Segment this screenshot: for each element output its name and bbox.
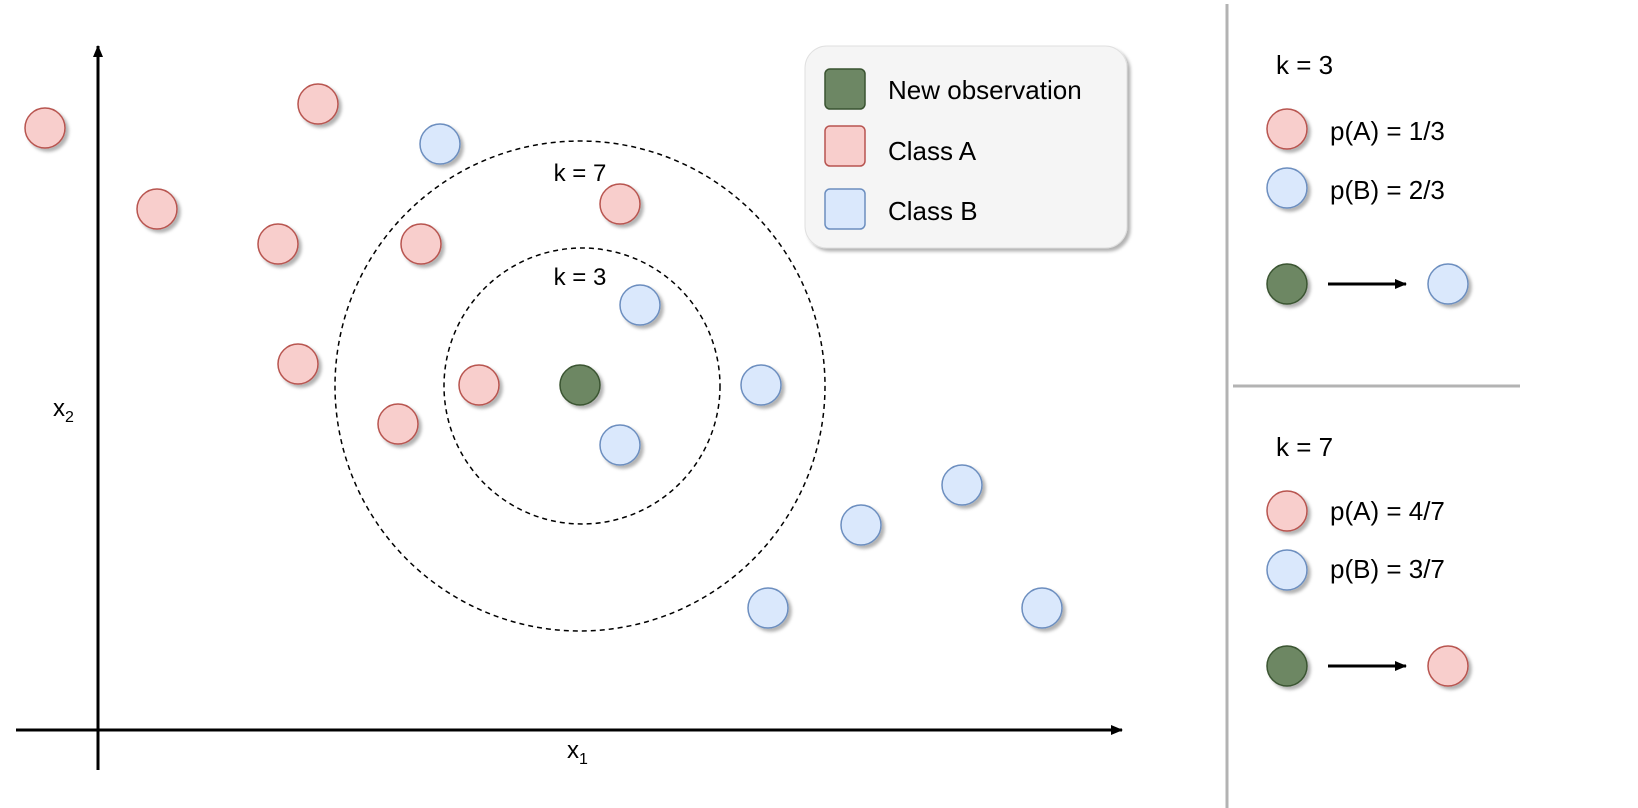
- ring-k3: [443, 247, 721, 525]
- y-axis-label: x2: [53, 395, 74, 426]
- legend-swatch-class-a: [824, 125, 866, 167]
- panel-k3-new-dot: [1266, 263, 1308, 305]
- class-b-point: [1021, 587, 1063, 629]
- panel-k3-prob-a: p(A) = 1/3: [1330, 116, 1445, 146]
- class-b-point: [747, 587, 789, 629]
- panel-k3-class-b-dot: [1266, 167, 1308, 209]
- class-b-point: [941, 464, 983, 506]
- axes: x1 x2: [16, 45, 1123, 770]
- panel-k3-result-dot: [1427, 263, 1469, 305]
- class-a-point: [400, 223, 442, 265]
- ring-k3-label: k = 3: [554, 264, 607, 291]
- panel-k3-prob-b: p(B) = 2/3: [1330, 175, 1445, 205]
- legend-box: [804, 45, 1128, 249]
- panel-k7-result-dot: [1427, 645, 1469, 687]
- panel-k7-prob-b: p(B) = 3/7: [1330, 554, 1445, 584]
- legend-label-class-b: Class B: [888, 196, 978, 226]
- class-a-point: [297, 83, 339, 125]
- panel-k7-prob-a: p(A) = 4/7: [1330, 496, 1445, 526]
- panel-k7-class-a-dot: [1266, 490, 1308, 532]
- class-b-point: [740, 364, 782, 406]
- ring-k7: [334, 140, 826, 632]
- panel-k3-title: k = 3: [1276, 50, 1333, 80]
- panel-k7: k = 7 p(A) = 4/7 p(B) = 3/7: [1266, 432, 1469, 687]
- data-points: [24, 83, 1063, 629]
- class-a-point: [24, 107, 66, 149]
- class-a-point: [377, 403, 419, 445]
- x-axis-label: x1: [567, 737, 588, 768]
- new-observation-point: [559, 364, 601, 406]
- class-b-point: [419, 123, 461, 165]
- class-a-point: [599, 183, 641, 225]
- panel-k3-class-a-dot: [1266, 108, 1308, 150]
- legend-swatch-new: [824, 68, 866, 110]
- panel-k3: k = 3 p(A) = 1/3 p(B) = 2/3: [1266, 50, 1469, 305]
- class-a-point: [257, 223, 299, 265]
- class-b-point: [840, 504, 882, 546]
- class-a-point: [136, 188, 178, 230]
- legend: New observation Class A Class B: [804, 45, 1128, 249]
- class-b-point: [619, 284, 661, 326]
- panel-k7-new-dot: [1266, 645, 1308, 687]
- panel-k7-class-b-dot: [1266, 549, 1308, 591]
- legend-label-new: New observation: [888, 75, 1082, 105]
- neighborhood-rings: k = 7 k = 3: [334, 140, 826, 632]
- class-b-point: [599, 424, 641, 466]
- legend-swatch-class-b: [824, 188, 866, 230]
- class-a-point: [277, 343, 319, 385]
- legend-label-class-a: Class A: [888, 136, 977, 166]
- class-a-point: [458, 364, 500, 406]
- panel-k7-title: k = 7: [1276, 432, 1333, 462]
- ring-k7-label: k = 7: [554, 160, 607, 187]
